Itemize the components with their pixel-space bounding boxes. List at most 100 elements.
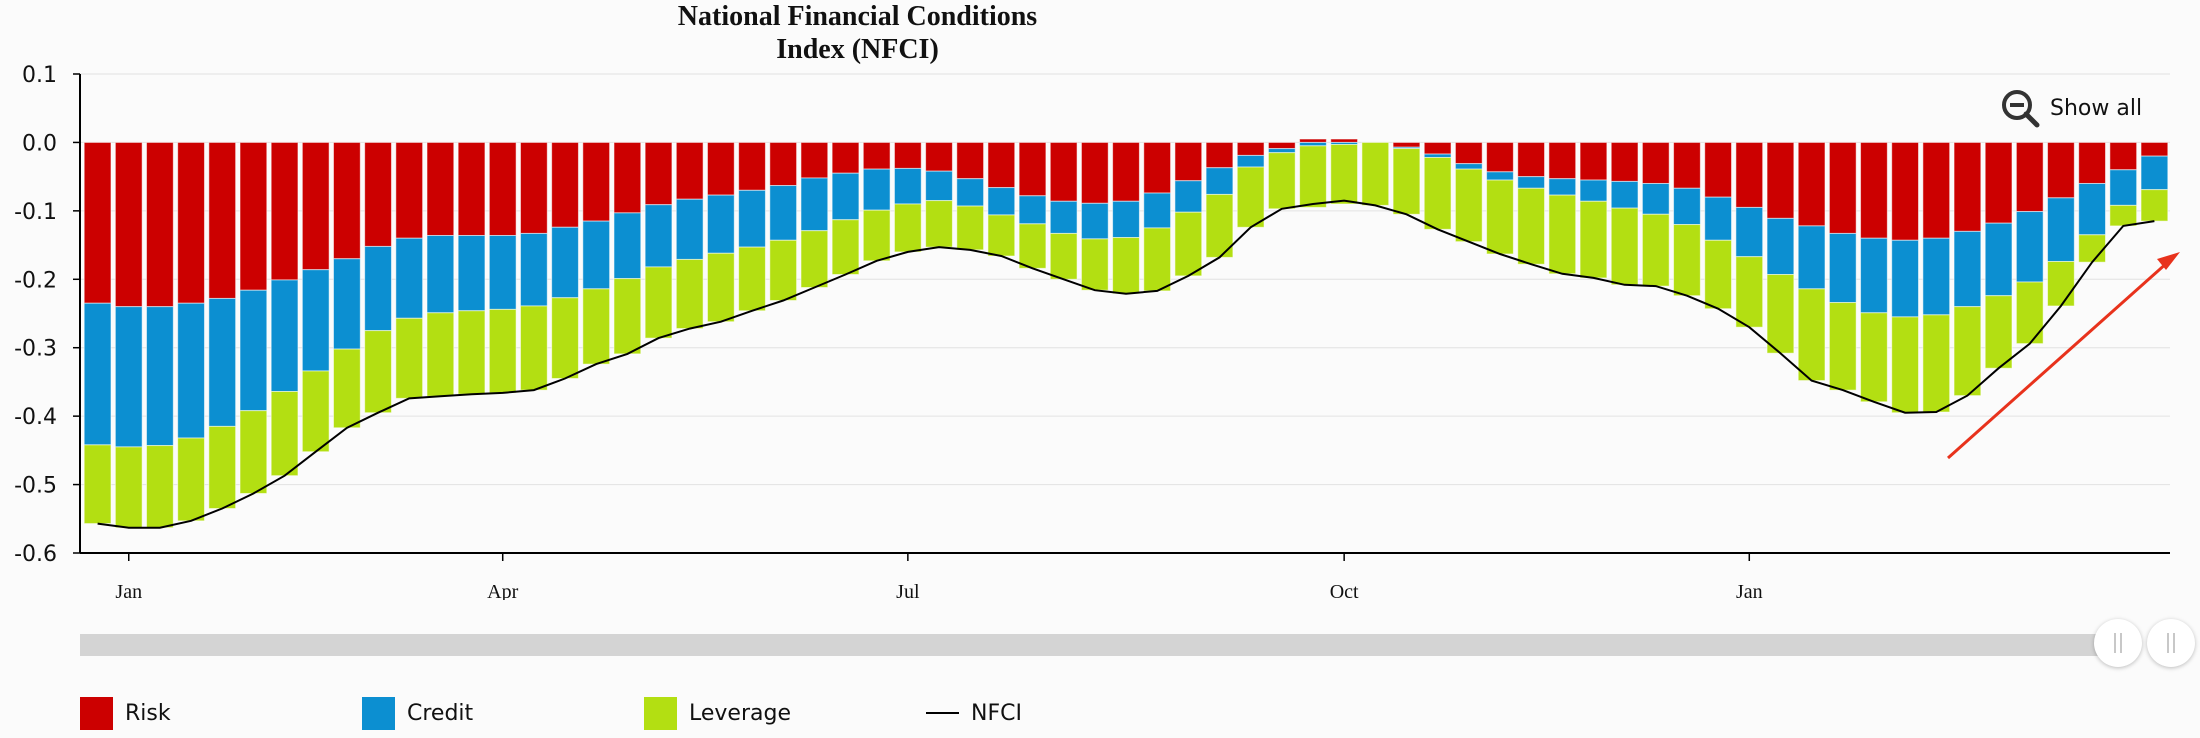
bar-credit-47	[1548, 178, 1577, 196]
bar-risk-25	[862, 141, 891, 170]
bar-credit-38	[1267, 148, 1296, 154]
bar-leverage-0	[83, 444, 112, 525]
range-scrollbar[interactable]	[80, 634, 2120, 656]
bar-leverage-14	[519, 305, 548, 391]
bar-risk-27	[925, 141, 953, 172]
bar-leverage-57	[1860, 312, 1888, 403]
bar-risk-64	[2078, 141, 2106, 184]
bar-credit-43	[1423, 153, 1452, 158]
bar-credit-21	[738, 189, 766, 248]
nfci-line	[97, 199, 2155, 529]
x-tick-label: Oct	[1330, 581, 1359, 600]
bar-credit-35	[1174, 180, 1203, 213]
legend-item-nfci[interactable]: NFCI	[926, 693, 1022, 733]
bar-leverage-30	[1018, 223, 1047, 269]
show-all-button[interactable]: Show all	[2000, 88, 2142, 128]
bar-leverage-63	[2047, 260, 2075, 307]
bar-risk-65	[2109, 141, 2138, 171]
bar-leverage-2	[146, 445, 174, 529]
bar-leverage-60	[1953, 306, 1982, 397]
bar-credit-66	[2140, 155, 2169, 191]
bar-credit-22	[769, 185, 798, 241]
annotation-layer	[1947, 252, 2180, 460]
bar-risk-53	[1735, 141, 1764, 208]
bar-credit-36	[1205, 167, 1234, 195]
legend-item-credit[interactable]: Credit	[362, 693, 473, 733]
bar-leverage-8	[332, 348, 361, 429]
bar-risk-0	[83, 141, 112, 304]
bar-leverage-13	[488, 308, 517, 394]
bar-credit-14	[519, 232, 548, 307]
bar-leverage-21	[738, 246, 766, 312]
bar-credit-59	[1922, 237, 1951, 316]
bar-credit-33	[1112, 200, 1140, 239]
x-tick-label: Jul	[896, 581, 920, 600]
bar-leverage-61	[1984, 295, 2013, 369]
bar-risk-59	[1922, 141, 1951, 239]
bar-leverage-32	[1080, 238, 1109, 291]
bar-leverage-3	[177, 437, 205, 522]
bar-leverage-66	[2140, 189, 2169, 222]
bar-risk-36	[1205, 141, 1234, 169]
bar-credit-30	[1018, 195, 1047, 225]
bar-credit-18	[644, 204, 673, 268]
range-handle-right[interactable]	[2147, 619, 2195, 667]
bar-leverage-65	[2109, 204, 2138, 227]
y-axis-ticks: 0.1 0.0 -0.1 -0.2 -0.3 -0.4 -0.5 -0.6	[14, 63, 80, 567]
bar-leverage-44	[1454, 168, 1483, 243]
bar-risk-31	[1049, 141, 1078, 202]
bar-credit-57	[1860, 237, 1888, 314]
y-tick-label: -0.1	[14, 200, 57, 225]
bar-credit-54	[1766, 217, 1795, 275]
bar-leverage-34	[1143, 227, 1172, 292]
bar-credit-10	[395, 237, 424, 319]
bar-risk-20	[706, 141, 735, 196]
bar-risk-47	[1548, 141, 1577, 180]
bar-risk-18	[644, 141, 673, 206]
bar-risk-12	[457, 141, 486, 236]
bar-risk-52	[1704, 141, 1733, 198]
bar-risk-7	[301, 141, 330, 271]
bar-credit-48	[1579, 179, 1608, 202]
bar-risk-21	[738, 141, 766, 191]
bar-leverage-45	[1486, 179, 1514, 255]
bar-leverage-37	[1236, 166, 1265, 228]
bar-leverage-58	[1891, 316, 1920, 414]
x-axis-ticks: Jan Apr Jul Oct Jan	[115, 553, 1763, 600]
chart-title: National Financial Conditions Index (NFC…	[0, 0, 1715, 66]
bar-leverage-27	[925, 200, 953, 248]
y-tick-label: 0.0	[22, 131, 57, 156]
legend-label-leverage: Leverage	[689, 700, 791, 726]
bar-risk-26	[893, 141, 922, 169]
bar-credit-23	[800, 177, 829, 232]
legend-swatch-leverage	[644, 696, 677, 730]
bar-leverage-54	[1766, 273, 1795, 354]
x-tick-label: Jan	[1736, 581, 1763, 600]
legend-item-leverage[interactable]: Leverage	[644, 693, 791, 733]
bar-leverage-53	[1735, 256, 1764, 328]
legend-label-credit: Credit	[407, 700, 474, 726]
bar-leverage-43	[1423, 156, 1452, 230]
y-tick-label: -0.5	[14, 474, 57, 499]
nfci-chart: 0.1 0.0 -0.1 -0.2 -0.3 -0.4 -0.5 -0.6 Jan Apr Jul…	[14, 63, 2180, 600]
bar-risk-2	[146, 141, 174, 308]
bar-risk-40	[1330, 138, 1359, 143]
bar-risk-15	[551, 141, 579, 228]
bar-credit-58	[1891, 239, 1920, 318]
legend-item-risk[interactable]: Risk	[80, 693, 171, 733]
x-tick-label: Apr	[487, 581, 518, 600]
bar-credit-56	[1828, 232, 1857, 304]
title-line-2: Index (NFCI)	[776, 34, 939, 65]
bar-leverage-56	[1828, 302, 1857, 391]
bar-risk-13	[488, 141, 517, 236]
bar-credit-5	[239, 289, 268, 412]
bar-risk-35	[1174, 141, 1203, 182]
bar-leverage-49	[1610, 207, 1639, 286]
bar-leverage-28	[956, 205, 985, 251]
bar-credit-28	[956, 178, 985, 207]
bar-leverage-35	[1174, 211, 1203, 277]
bar-risk-17	[613, 141, 642, 214]
bar-risk-8	[332, 141, 361, 260]
range-handle-left[interactable]	[2094, 619, 2142, 667]
bar-leverage-12	[457, 310, 486, 395]
